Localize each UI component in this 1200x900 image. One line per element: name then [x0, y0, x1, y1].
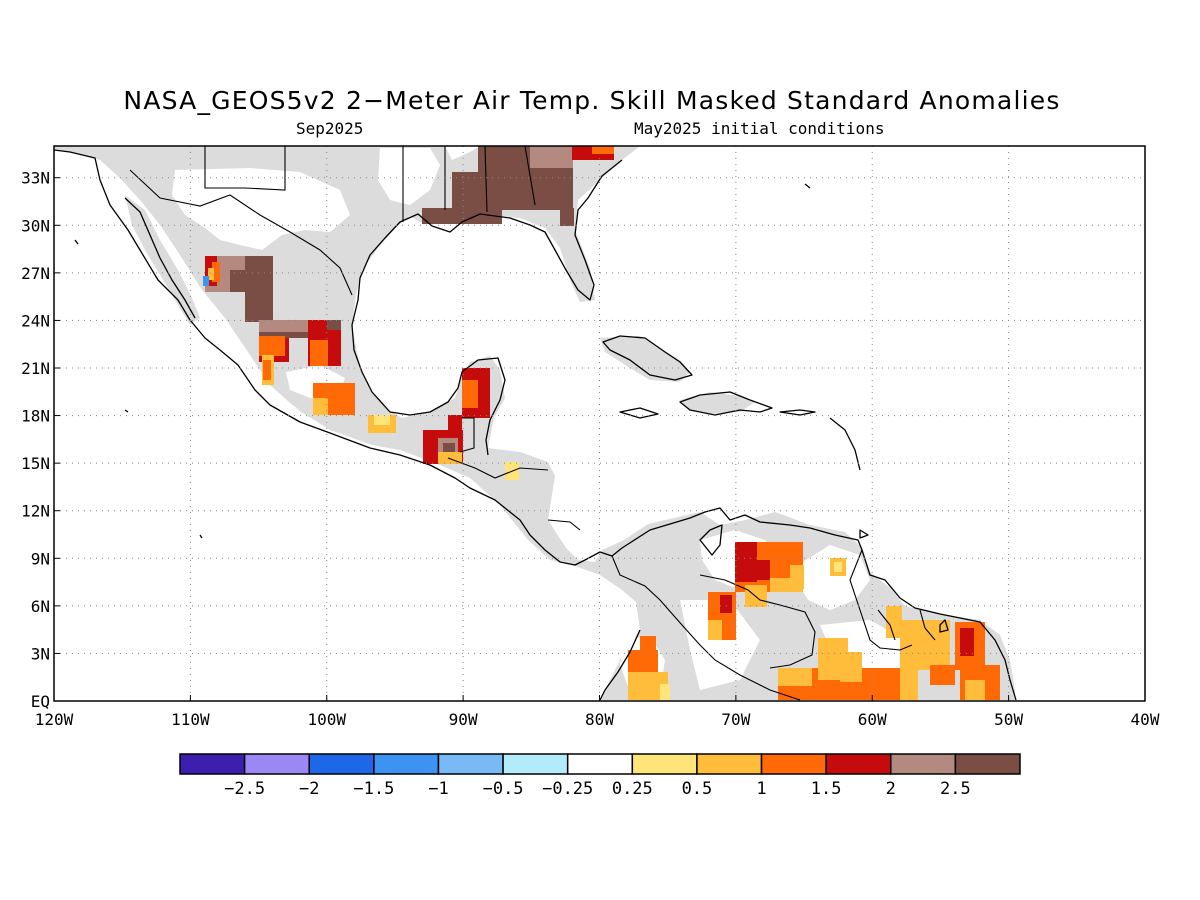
latitude-label: 15N	[21, 454, 50, 473]
colorbar-label: 1.5	[811, 779, 842, 799]
colorbar-label: 2.5	[940, 779, 971, 799]
colorbar-swatch	[502, 753, 569, 775]
colorbar-swatch	[696, 753, 763, 775]
longitude-label: 110W	[171, 710, 210, 729]
colorbar-label: −0.25	[542, 779, 593, 799]
colorbar-swatch	[631, 753, 698, 775]
latitude-label: EQ	[31, 692, 50, 711]
anomaly-blocks	[203, 146, 1000, 700]
longitude-labels: 120W 110W 100W 90W 80W 70W 60W 50W 40W	[35, 695, 1160, 729]
longitude-label: 90W	[449, 710, 478, 729]
colorbar-label: −1.5	[353, 779, 394, 799]
latitude-label: 24N	[21, 311, 50, 330]
longitude-label: 120W	[35, 710, 74, 729]
colorbar-label: −0.5	[483, 779, 524, 799]
latitude-label: 27N	[21, 264, 50, 283]
latitude-label: 30N	[21, 216, 50, 235]
latitude-labels: 33N 30N 27N 24N 21N 18N 15N 12N 9N 6N 3N EQ	[21, 169, 60, 711]
colorbar-label: 1	[756, 779, 766, 799]
colorbar-swatch	[760, 753, 827, 775]
longitude-label: 40W	[1131, 710, 1160, 729]
colorbar-label: −1	[428, 779, 448, 799]
initial-conditions: May2025 initial conditions	[634, 119, 885, 138]
longitude-label: 50W	[994, 710, 1023, 729]
latitude-label: 21N	[21, 359, 50, 378]
colorbar-label: −2.5	[224, 779, 265, 799]
colorbar-swatch	[308, 753, 375, 775]
colorbar-swatch	[179, 753, 246, 775]
latitude-label: 3N	[31, 644, 50, 663]
colorbar-swatch	[437, 753, 504, 775]
colorbar-label: −2	[299, 779, 319, 799]
colorbar-swatch	[566, 753, 634, 775]
colorbar-boxes	[179, 753, 1021, 775]
forecast-month: Sep2025	[296, 119, 364, 138]
colorbar-labels: −2.5 −2 −1.5 −1 −0.5 −0.25 0.25 0.5 1 1.5 2 2.5	[224, 779, 971, 799]
longitude-label: 100W	[307, 710, 346, 729]
colorbar-swatch	[373, 753, 440, 775]
longitude-label: 60W	[858, 710, 887, 729]
colorbar-label: 0.5	[682, 779, 713, 799]
latitude-label: 12N	[21, 502, 50, 521]
colorbar-swatch	[954, 753, 1021, 775]
map-title: NASA_GEOS5v2 2−Meter Air Temp. Skill Mas…	[123, 86, 1061, 115]
country-borders	[129, 146, 936, 701]
latitude-label: 9N	[31, 549, 50, 568]
longitude-label: 70W	[721, 710, 750, 729]
colorbar-label: 2	[886, 779, 896, 799]
longitude-label: 80W	[585, 710, 614, 729]
colorbar-swatch	[243, 753, 310, 775]
colorbar-swatch	[825, 753, 892, 775]
latitude-label: 6N	[31, 597, 50, 616]
grid-lines	[54, 146, 1145, 701]
latitude-label: 33N	[21, 169, 50, 188]
latitude-label: 18N	[21, 407, 50, 426]
colorbar-swatch	[890, 753, 957, 775]
colorbar-label: 0.25	[612, 779, 653, 799]
